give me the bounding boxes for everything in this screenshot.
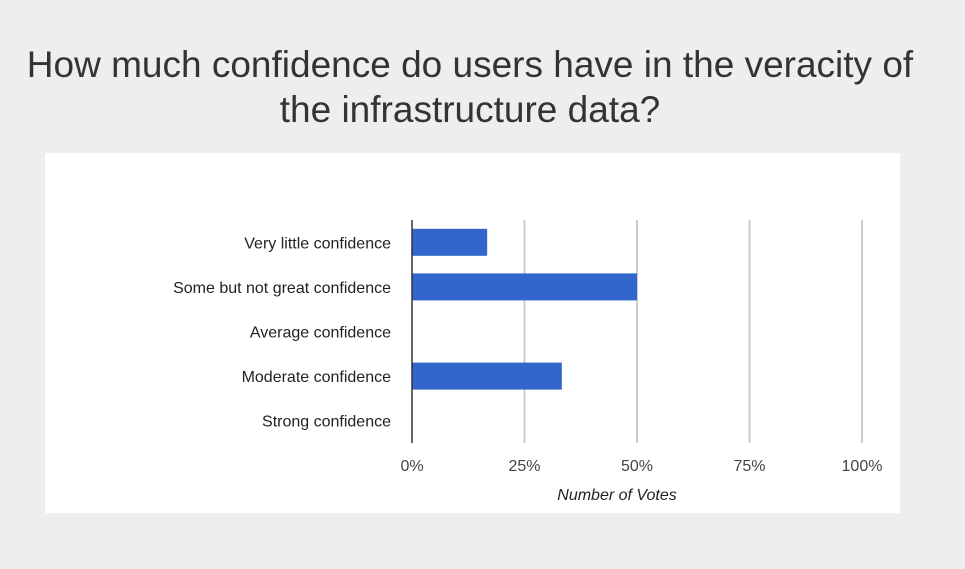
- chart-title: How much confidence do users have in the…: [26, 44, 914, 130]
- x-tick-label: 50%: [621, 458, 653, 475]
- y-category-label: Strong confidence: [262, 414, 391, 431]
- bar: [412, 228, 488, 256]
- x-tick-label: 100%: [842, 458, 883, 475]
- x-axis-title: Number of Votes: [557, 487, 676, 504]
- bar: [412, 362, 562, 390]
- chart-panel: 0% 25% 50% 75% 100% Very little confidence Som…: [45, 153, 900, 513]
- y-category-label: Moderate confidence: [242, 369, 392, 386]
- y-category-label: Very little confidence: [244, 235, 391, 252]
- x-tick-label: 25%: [508, 458, 540, 475]
- x-tick-label: 0%: [400, 458, 423, 475]
- x-tick-label: 75%: [733, 458, 765, 475]
- bar-chart: 0% 25% 50% 75% 100% Very little confidence Som…: [173, 220, 883, 504]
- bar: [412, 273, 637, 301]
- y-category-label: Average confidence: [250, 325, 391, 342]
- y-category-label: Some but not great confidence: [173, 280, 391, 297]
